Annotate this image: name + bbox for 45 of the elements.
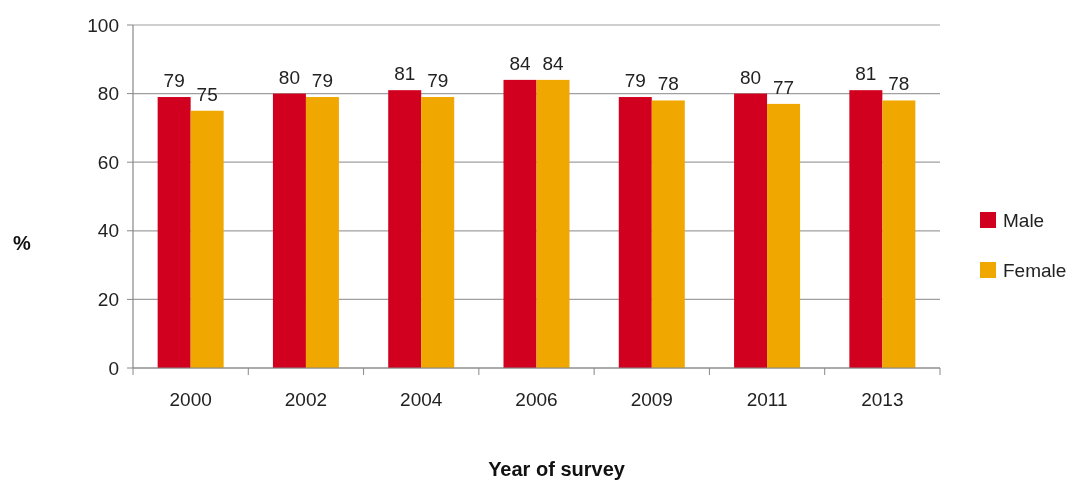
- y-tick-label: 0: [108, 357, 119, 379]
- data-label: 81: [394, 63, 416, 85]
- x-tick-label: 2011: [746, 389, 788, 410]
- data-label: 78: [657, 73, 679, 95]
- bar: [734, 93, 768, 368]
- x-tick-label: 2013: [861, 389, 904, 410]
- data-label: 80: [740, 66, 762, 88]
- y-tick-label: 60: [97, 151, 119, 173]
- bar: [536, 79, 570, 368]
- bar: [849, 90, 883, 368]
- data-label: 79: [311, 70, 333, 92]
- data-label: 81: [855, 63, 877, 85]
- bar: [157, 97, 191, 368]
- x-tick-label: 2009: [630, 389, 673, 410]
- data-label: 75: [196, 83, 218, 105]
- data-label: 77: [773, 76, 795, 98]
- x-tick-label: 2004: [400, 389, 443, 410]
- y-tick-label: 100: [87, 14, 119, 36]
- bar: [388, 90, 422, 368]
- data-label: 80: [278, 66, 300, 88]
- y-tick-label: 80: [97, 83, 119, 105]
- x-tick-label: 2006: [515, 389, 558, 410]
- x-tick-label: 2002: [284, 389, 328, 410]
- y-axis-title: %: [13, 232, 32, 254]
- y-tick-label: 40: [97, 220, 119, 242]
- bar: [190, 110, 224, 368]
- x-tick-label: 2000: [169, 389, 212, 410]
- bar: [882, 100, 916, 368]
- data-label: 79: [427, 70, 449, 92]
- bar: [767, 103, 801, 368]
- data-label: 79: [163, 70, 185, 92]
- bar: [305, 97, 339, 368]
- bar: [618, 97, 652, 368]
- legend-label: Male: [1003, 209, 1045, 231]
- bar: [651, 100, 685, 368]
- bar: [503, 79, 537, 368]
- data-label: 78: [888, 73, 910, 95]
- data-label: 84: [509, 52, 531, 74]
- y-tick-label: 20: [97, 289, 119, 311]
- data-label: 84: [542, 52, 564, 74]
- bar: [421, 97, 455, 368]
- data-label: 79: [624, 70, 646, 92]
- legend-label: Female: [1003, 259, 1067, 281]
- bar: [272, 93, 306, 368]
- x-axis-title: Year of survey: [488, 458, 626, 480]
